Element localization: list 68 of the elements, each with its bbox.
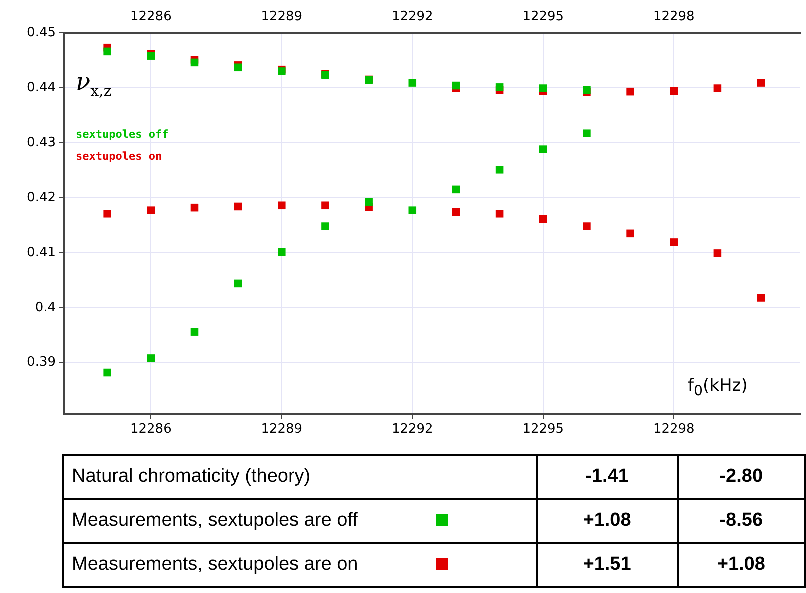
point	[408, 79, 417, 87]
point	[496, 166, 504, 174]
point	[408, 206, 417, 214]
x2-tick-label: 12289	[261, 10, 303, 25]
y-tick-label: 0.39	[27, 355, 56, 370]
x2-tick-label: 12286	[130, 10, 172, 25]
point	[104, 210, 112, 218]
point	[539, 146, 548, 154]
x-tick-label: 12289	[261, 422, 303, 438]
point	[452, 82, 460, 90]
point	[452, 208, 460, 216]
point	[757, 79, 766, 87]
point	[234, 280, 242, 288]
x-tick-label: 12292	[392, 422, 434, 438]
y-axis-title: ν$_{x,z}$	[76, 68, 112, 100]
x2-tick-label: 12298	[653, 10, 695, 25]
text: +1.51	[536, 543, 678, 587]
point	[583, 222, 591, 230]
point	[452, 186, 460, 194]
point	[234, 202, 242, 211]
point	[147, 354, 156, 362]
point	[234, 64, 242, 72]
text: Measurements, sextupoles are on	[72, 554, 358, 575]
x-tick-label: 12286	[130, 422, 172, 438]
text: -1.41	[536, 455, 678, 499]
point	[583, 130, 591, 138]
point	[626, 88, 634, 96]
point	[278, 248, 286, 256]
point	[626, 230, 634, 238]
point	[714, 250, 722, 258]
point	[583, 86, 591, 94]
y-tick-label: 0.42	[27, 190, 56, 206]
y-tick-label: 0.45	[27, 25, 56, 40]
point	[190, 58, 199, 67]
x-tick-label: 12298	[653, 422, 695, 438]
point	[190, 328, 199, 336]
text: -8.56	[678, 499, 805, 543]
point	[496, 84, 504, 92]
point	[104, 48, 112, 56]
point	[147, 206, 156, 214]
text: Natural chromaticity (theory)	[72, 466, 311, 487]
point	[365, 198, 373, 206]
y-tick-label: 0.4	[35, 300, 56, 316]
text: sextupoles on	[76, 149, 164, 165]
y-tick-label: 0.41	[27, 245, 56, 260]
text: +1.08	[536, 499, 678, 543]
y-tick-label: 0.43	[27, 135, 56, 150]
point	[714, 84, 722, 92]
point	[190, 204, 199, 212]
point	[496, 210, 504, 218]
x-tick-label: 12295	[522, 422, 564, 438]
text: -2.80	[678, 455, 805, 499]
point	[757, 294, 766, 302]
text: sextupoles off	[76, 127, 169, 143]
point	[539, 215, 548, 224]
x-axis-title: f$_{0}$(kHz)	[688, 376, 748, 400]
point	[539, 84, 548, 92]
x2-tick-label: 12292	[392, 10, 434, 25]
point	[670, 238, 678, 246]
text: +1.08	[678, 543, 805, 587]
point	[322, 202, 330, 210]
point	[670, 87, 678, 96]
text: Measurements, sextupoles are off	[72, 510, 358, 531]
point	[322, 222, 330, 230]
point	[278, 202, 286, 210]
y-tick-label: 0.44	[27, 80, 56, 96]
point	[104, 368, 112, 377]
x2-tick-label: 12295	[522, 10, 564, 25]
